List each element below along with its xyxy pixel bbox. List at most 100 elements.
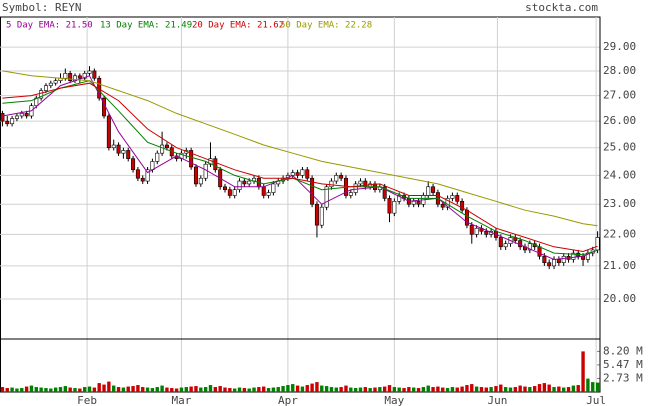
- volume-bar: [397, 387, 401, 392]
- candle-body: [155, 152, 160, 162]
- candle-body: [310, 177, 315, 205]
- volume-bar: [329, 387, 334, 392]
- volume-bar: [286, 385, 290, 392]
- candle-body: [242, 180, 247, 185]
- y-tick-label: 29.00: [603, 40, 636, 53]
- candle-body: [5, 120, 10, 125]
- candle-body: [552, 259, 557, 267]
- volume-bar: [470, 384, 474, 392]
- y-tick-label: 28.00: [603, 64, 636, 77]
- volume-bar: [218, 386, 222, 392]
- volume-bar: [203, 387, 208, 392]
- volume-bar: [353, 388, 358, 392]
- volume-bar: [58, 387, 63, 392]
- volume-bar: [349, 387, 353, 392]
- candle-body: [140, 177, 145, 182]
- candle-body: [324, 186, 329, 208]
- candle-body: [126, 150, 131, 159]
- volume-bar: [503, 387, 508, 392]
- volume-bar: [242, 388, 247, 392]
- candle-body: [319, 206, 324, 226]
- volume-bar: [421, 387, 426, 392]
- volume-bar: [382, 386, 387, 392]
- volume-bar: [199, 387, 203, 392]
- candle-body: [198, 177, 203, 185]
- volume-bar: [363, 387, 368, 392]
- y-tick-label: 21.00: [603, 259, 636, 272]
- volume-bar: [232, 388, 237, 392]
- candle-body: [411, 201, 416, 205]
- volume-bar: [412, 387, 416, 392]
- candle-body: [556, 259, 561, 263]
- candle-body: [53, 80, 58, 84]
- candle-body: [358, 180, 363, 185]
- candle-body: [14, 115, 19, 119]
- volume-bar: [562, 387, 566, 392]
- volume-bar: [112, 385, 116, 392]
- volume-bar: [595, 382, 600, 392]
- legend-entry: 20 Day EMA: 21.62: [192, 21, 284, 31]
- volume-bar: [271, 387, 276, 392]
- volume-bar: [484, 387, 488, 392]
- candle-body: [48, 82, 53, 86]
- volume-bar: [528, 387, 532, 392]
- volume-bar: [441, 387, 445, 392]
- legend-entry: 50 Day EMA: 22.28: [280, 21, 372, 31]
- candle-body: [295, 172, 300, 176]
- candle-body: [392, 201, 397, 214]
- y2-tick-label: 2.73 M: [603, 371, 643, 384]
- volume-bar: [150, 388, 155, 392]
- volume-bar: [63, 386, 68, 392]
- volume-bar: [300, 386, 305, 392]
- volume-bar: [145, 387, 150, 392]
- volume-bar: [344, 385, 348, 392]
- volume-bar: [228, 388, 232, 392]
- candle-body: [189, 150, 194, 168]
- volume-bar: [68, 387, 72, 392]
- candle-body: [43, 85, 48, 91]
- volume-bar: [107, 381, 111, 392]
- volume-bar: [194, 386, 198, 392]
- volume-bar: [402, 388, 406, 392]
- candle-body: [203, 163, 208, 179]
- volume-bar: [334, 387, 338, 392]
- candle-body: [334, 175, 339, 182]
- volume-bar: [358, 387, 363, 392]
- candle-body: [77, 75, 82, 79]
- candle-body: [382, 186, 387, 199]
- volume-bar: [324, 386, 329, 392]
- volume-bar: [160, 385, 164, 392]
- volume-bar: [295, 385, 300, 392]
- candle-body: [440, 203, 445, 208]
- candle-body: [150, 161, 155, 171]
- volume-bar: [542, 383, 547, 392]
- candle-body: [314, 203, 319, 226]
- candle-body: [193, 166, 198, 185]
- candle-body: [561, 255, 566, 263]
- x-tick-label: May: [384, 394, 404, 406]
- candle-body: [300, 169, 305, 176]
- volume-bar: [136, 385, 140, 392]
- volume-bar: [10, 387, 14, 392]
- volume-bar: [257, 387, 261, 392]
- candle-body: [450, 195, 455, 199]
- volume-bar: [320, 385, 324, 392]
- volume-bar: [121, 387, 126, 392]
- volume-bar: [24, 386, 29, 392]
- candle-body: [68, 73, 73, 81]
- y-tick-label: 27.00: [603, 89, 636, 102]
- volume-bar: [426, 385, 430, 392]
- candle-body: [19, 113, 24, 117]
- candle-body: [537, 246, 542, 257]
- candle-body: [595, 237, 600, 251]
- volume-bar: [416, 388, 421, 392]
- candle-body: [339, 175, 344, 179]
- volume-bar: [460, 386, 464, 392]
- candle-body: [455, 195, 460, 202]
- volume-bar: [213, 387, 218, 392]
- volume-bar: [465, 385, 469, 392]
- candle-body: [87, 70, 92, 74]
- volume-bar: [591, 382, 595, 392]
- volume-bar: [387, 385, 392, 392]
